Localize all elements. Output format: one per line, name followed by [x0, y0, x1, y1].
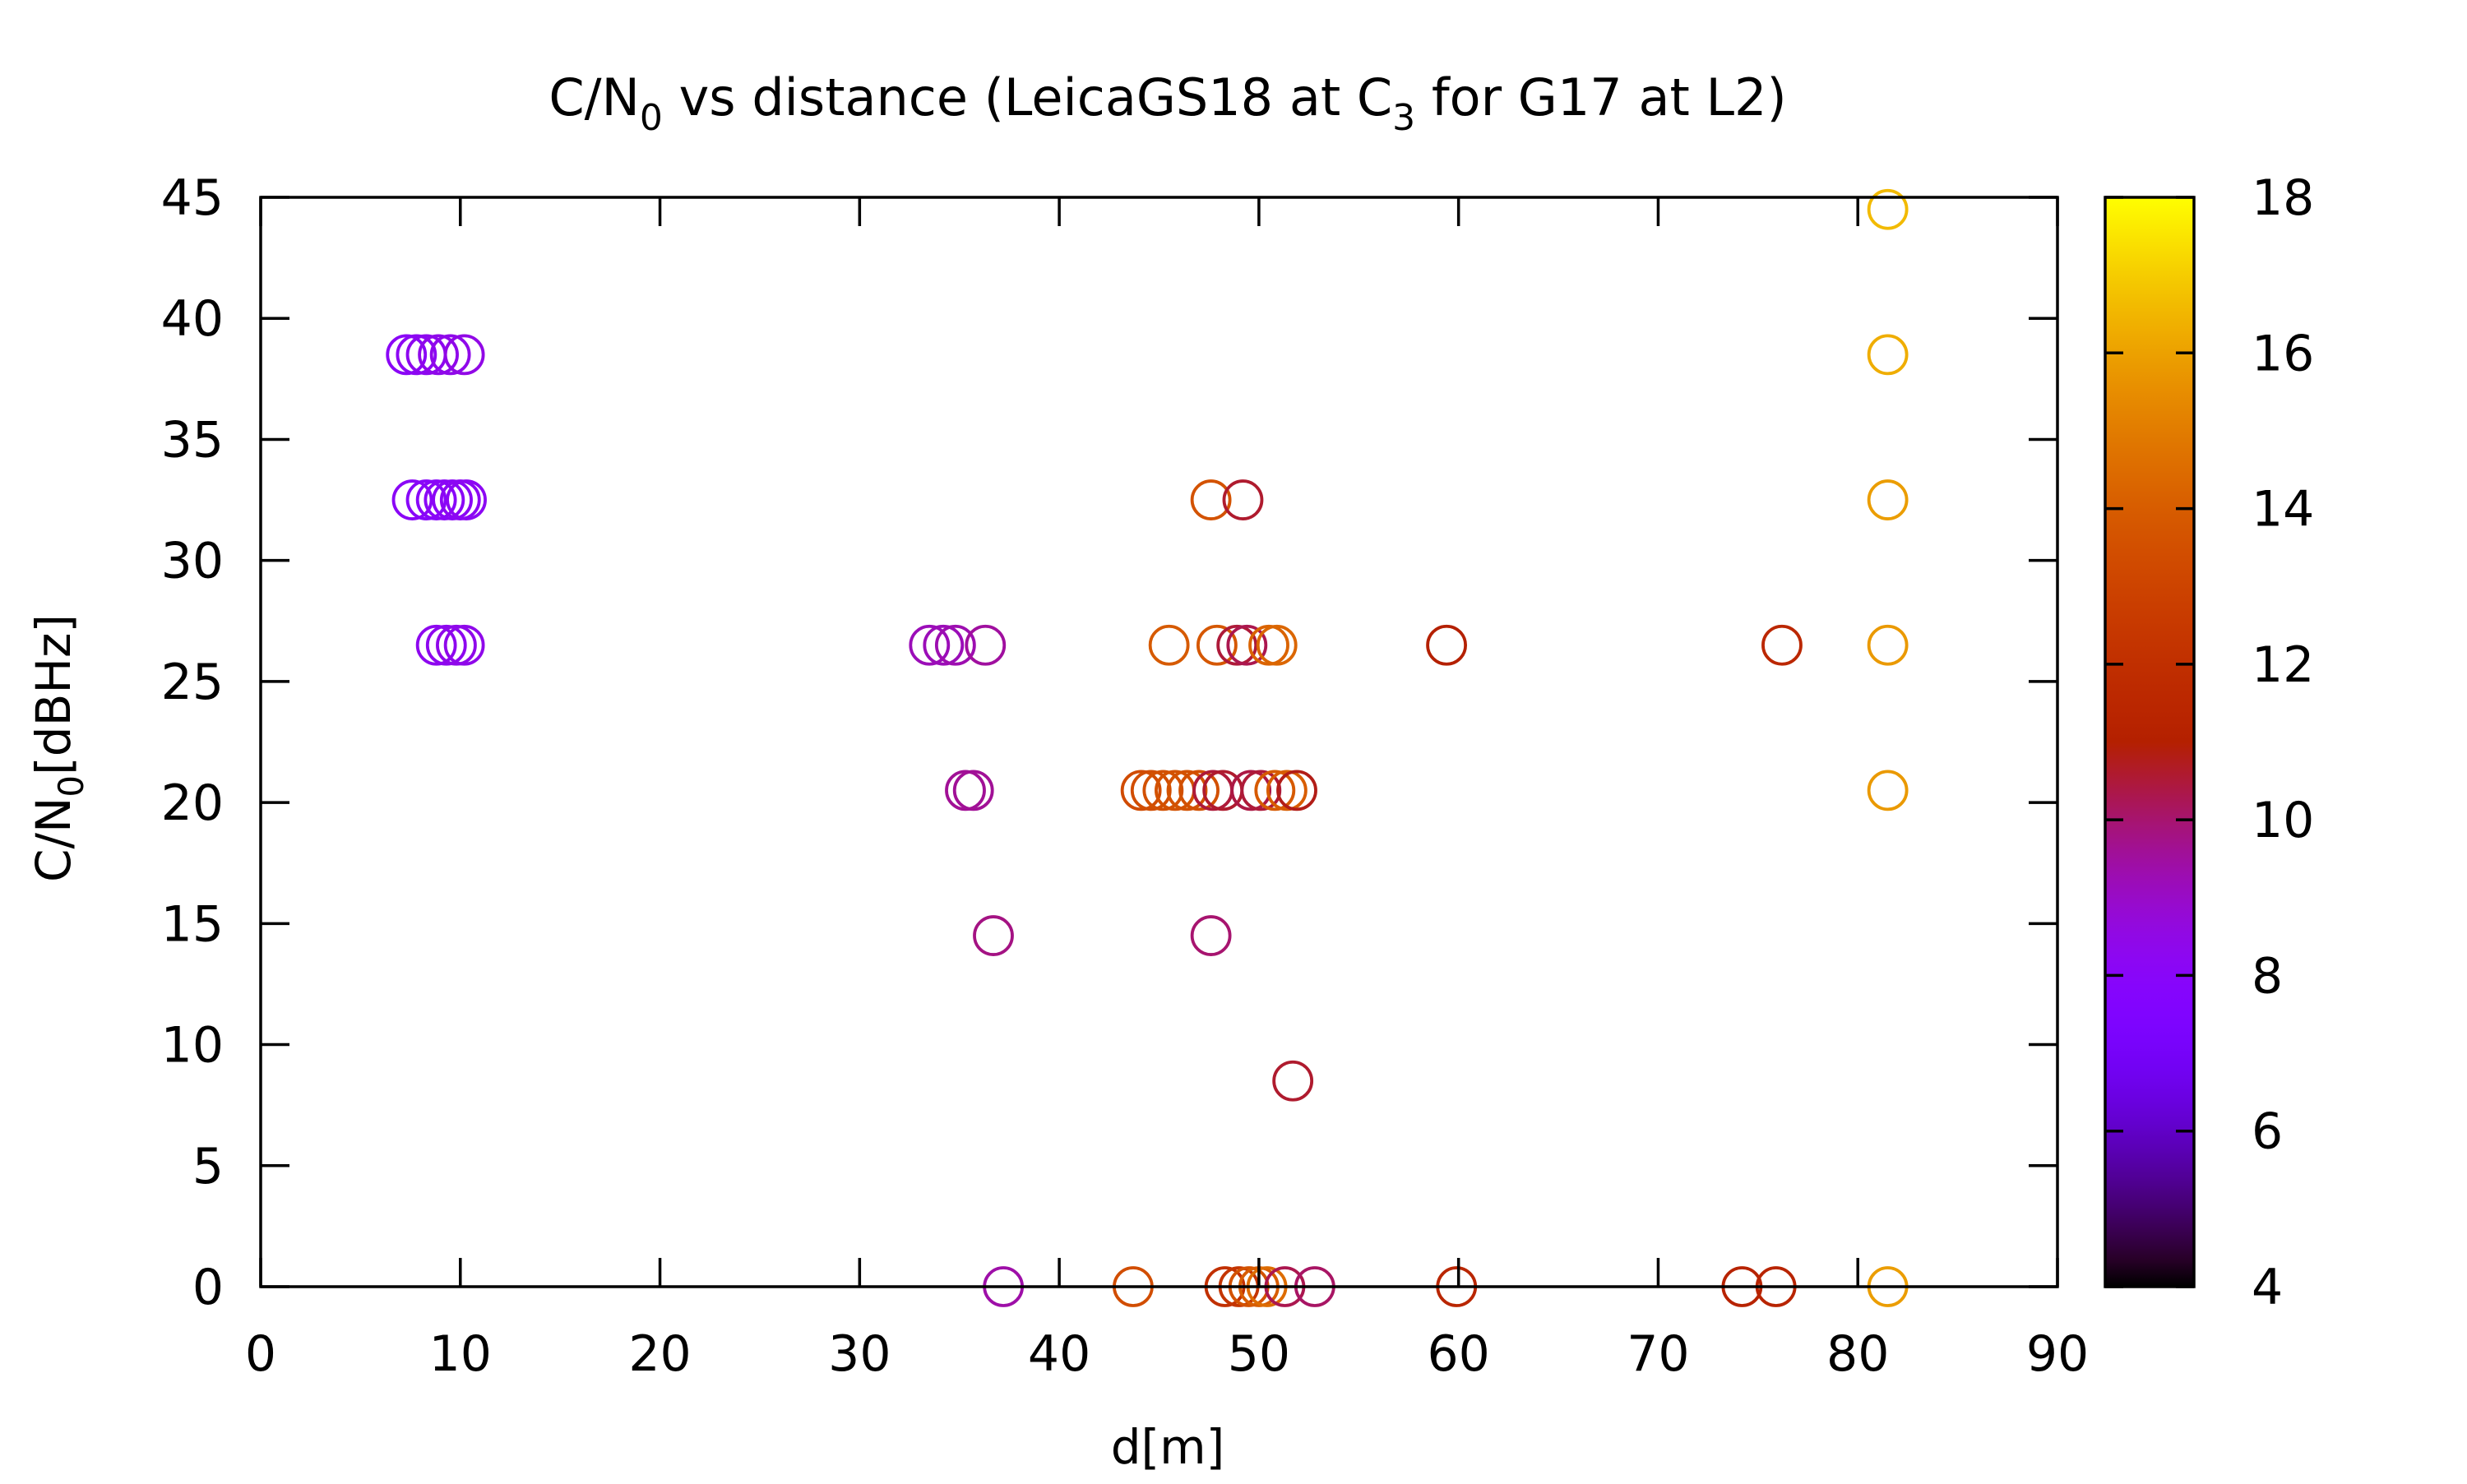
data-point	[443, 624, 485, 666]
y-tick-label: 0	[192, 1259, 224, 1316]
data-point	[1216, 624, 1258, 666]
x-tick-label: 30	[828, 1325, 891, 1383]
colorbar-tick-label: 16	[2252, 325, 2314, 382]
plot-frame	[259, 196, 2059, 1288]
data-point	[1226, 624, 1268, 666]
data-point	[1196, 624, 1238, 666]
data-point	[429, 334, 471, 376]
y-tick-label: 25	[161, 654, 224, 711]
data-point	[391, 479, 433, 520]
data-point	[1222, 479, 1264, 520]
y-axis-label: C/N0[dBHz]	[25, 614, 91, 882]
y-tick-label: 30	[161, 533, 224, 590]
data-point	[415, 479, 457, 520]
data-point	[432, 479, 473, 520]
y-axis-label-part: [dBHz]	[25, 614, 81, 775]
data-point	[436, 624, 477, 666]
colorbar-tick-label: 8	[2252, 947, 2283, 1005]
x-tick-label: 70	[1627, 1325, 1689, 1383]
data-point	[1148, 624, 1190, 666]
data-point	[446, 479, 487, 520]
data-point	[1142, 770, 1184, 811]
x-tick-label: 40	[1028, 1325, 1090, 1383]
x-tick-label: 0	[245, 1325, 276, 1383]
data-point	[1761, 624, 1803, 666]
data-point	[945, 770, 986, 811]
data-point	[1248, 624, 1289, 666]
data-point	[1178, 770, 1220, 811]
data-points	[386, 188, 1909, 1307]
y-tick-label: 5	[192, 1138, 224, 1195]
y-tick-label: 20	[161, 774, 224, 832]
y-axis-label-sub: 0	[51, 775, 91, 797]
data-point	[386, 334, 428, 376]
data-point	[1867, 188, 1909, 230]
colorbar: 4 6 8 10 12 14 16 18	[2104, 169, 2314, 1316]
data-point	[1256, 624, 1298, 666]
data-point	[415, 624, 457, 666]
data-point	[1120, 770, 1162, 811]
data-point	[1130, 770, 1172, 811]
data-point	[1867, 624, 1909, 666]
chart-title-sub: 0	[640, 97, 663, 139]
data-point	[965, 624, 1007, 666]
data-point	[405, 479, 447, 520]
data-point	[1166, 770, 1208, 811]
data-point	[1266, 770, 1308, 811]
y-tick-label: 10	[161, 1017, 224, 1075]
colorbar-tick-label: 6	[2252, 1103, 2283, 1161]
x-tick-label: 60	[1427, 1325, 1489, 1383]
chart-title-part: vs distance (LeicaGS18 at C	[663, 67, 1392, 127]
data-point	[973, 915, 1014, 956]
data-point	[396, 334, 437, 376]
axes: 0 10 20 30 40 50 60 70 80 90 0 5 10 15 20 25 30 35 40 45	[161, 169, 2090, 1383]
chart-title-part: C/N	[548, 67, 640, 127]
data-point	[1240, 770, 1282, 811]
data-point	[1190, 915, 1232, 956]
data-point	[1867, 334, 1909, 376]
chart-title-sub: 3	[1392, 97, 1415, 139]
data-point	[1276, 770, 1317, 811]
y-tick-label: 40	[161, 290, 224, 348]
colorbar-tick-label: 4	[2252, 1259, 2283, 1316]
colorbar-gradient	[2104, 196, 2196, 1288]
colorbar-tick-label: 10	[2252, 792, 2314, 849]
chart-title: C/N0 vs distance (LeicaGS18 at C3 for G1…	[548, 67, 1786, 139]
colorbar-tick-label: 12	[2252, 636, 2314, 694]
data-point	[1230, 770, 1272, 811]
data-point	[1867, 479, 1909, 520]
data-point	[952, 770, 994, 811]
x-axis-label: d[m]	[1111, 1419, 1225, 1475]
y-tick-label: 15	[161, 895, 224, 953]
data-point	[1272, 1060, 1314, 1102]
x-tick-label: 50	[1228, 1325, 1290, 1383]
data-point	[1867, 770, 1909, 811]
data-point	[1190, 479, 1232, 520]
y-axis-label-part: C/N	[25, 797, 81, 882]
data-point	[418, 334, 459, 376]
data-point	[443, 334, 485, 376]
x-tick-label: 90	[2026, 1325, 2089, 1383]
data-point	[1254, 770, 1296, 811]
x-tick-label: 10	[429, 1325, 492, 1383]
x-tick-label: 20	[628, 1325, 691, 1383]
colorbar-tick-label: 18	[2252, 169, 2314, 227]
chart-title-part: for G17 at L2)	[1415, 67, 1787, 127]
colorbar-tick-label: 14	[2252, 481, 2314, 539]
data-point	[934, 624, 976, 666]
data-point	[909, 624, 951, 666]
data-point	[1426, 624, 1467, 666]
x-tick-label: 80	[1826, 1325, 1889, 1383]
data-point	[425, 624, 467, 666]
data-point	[923, 624, 965, 666]
y-tick-label: 35	[161, 411, 224, 469]
y-tick-label: 45	[161, 169, 224, 227]
data-point	[424, 479, 465, 520]
